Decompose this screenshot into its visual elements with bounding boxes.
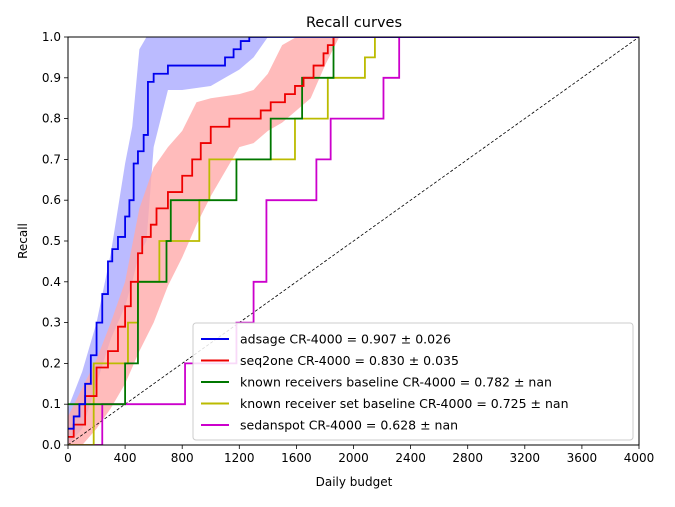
x-tick-label: 1600	[281, 451, 312, 465]
y-tick-label: 0.3	[42, 316, 61, 330]
diagonal-reference-line	[67, 36, 640, 446]
x-tick-label: 0	[64, 451, 72, 465]
y-tick-label: 0.6	[42, 193, 61, 207]
series-line-4	[68, 37, 639, 445]
y-axis: 0.0 0.1 0.2 0.3 0.4 0.5 0.6 0.7 0.8 0.9 1.0	[42, 30, 68, 452]
x-tick-label: 1200	[224, 451, 255, 465]
y-tick-label: 1.0	[42, 30, 61, 44]
y-tick-label: 0.7	[42, 152, 61, 166]
y-tick-label: 0.5	[42, 234, 61, 248]
x-axis: 0 400 800 1200 1600 2000 2400 2800 3200 3600 4000	[64, 445, 654, 465]
y-tick-label: 0.4	[42, 275, 61, 289]
series-line-2	[68, 37, 639, 406]
legend-label-0: adsage CR-4000 = 0.907 ± 0.026	[240, 332, 451, 347]
x-axis-label: Daily budget	[316, 475, 393, 489]
y-tick-label: 0.8	[42, 112, 61, 126]
legend-label-2: known receivers baseline CR-4000 = 0.782…	[240, 375, 552, 390]
x-tick-label: 4000	[624, 451, 655, 465]
legend-label-4: sedanspot CR-4000 = 0.628 ± nan	[240, 418, 458, 433]
x-tick-label: 400	[114, 451, 137, 465]
x-tick-label: 2400	[395, 451, 426, 465]
x-tick-label: 3600	[567, 451, 598, 465]
y-tick-label: 0.1	[42, 397, 61, 411]
series-line-0	[68, 37, 639, 430]
legend-label-1: seq2one CR-4000 = 0.830 ± 0.035	[240, 353, 459, 368]
y-axis-label: Recall	[16, 223, 30, 259]
series-line-1	[68, 37, 639, 438]
legend: adsage CR-4000 = 0.907 ± 0.026 seq2one CR…	[192, 322, 634, 441]
y-tick-label: 0.0	[42, 438, 61, 452]
chart-title: Recall curves	[306, 15, 402, 31]
x-tick-label: 2800	[452, 451, 483, 465]
confidence-band-1	[68, 37, 340, 445]
x-tick-label: 800	[171, 451, 194, 465]
legend-label-3: known receiver set baseline CR-4000 = 0.…	[240, 396, 569, 411]
y-tick-label: 0.9	[42, 71, 61, 85]
x-tick-label: 3200	[510, 451, 541, 465]
y-tick-label: 0.2	[42, 356, 61, 370]
series-lines	[68, 37, 639, 445]
x-tick-label: 2000	[338, 451, 369, 465]
legend-frame	[192, 322, 634, 441]
